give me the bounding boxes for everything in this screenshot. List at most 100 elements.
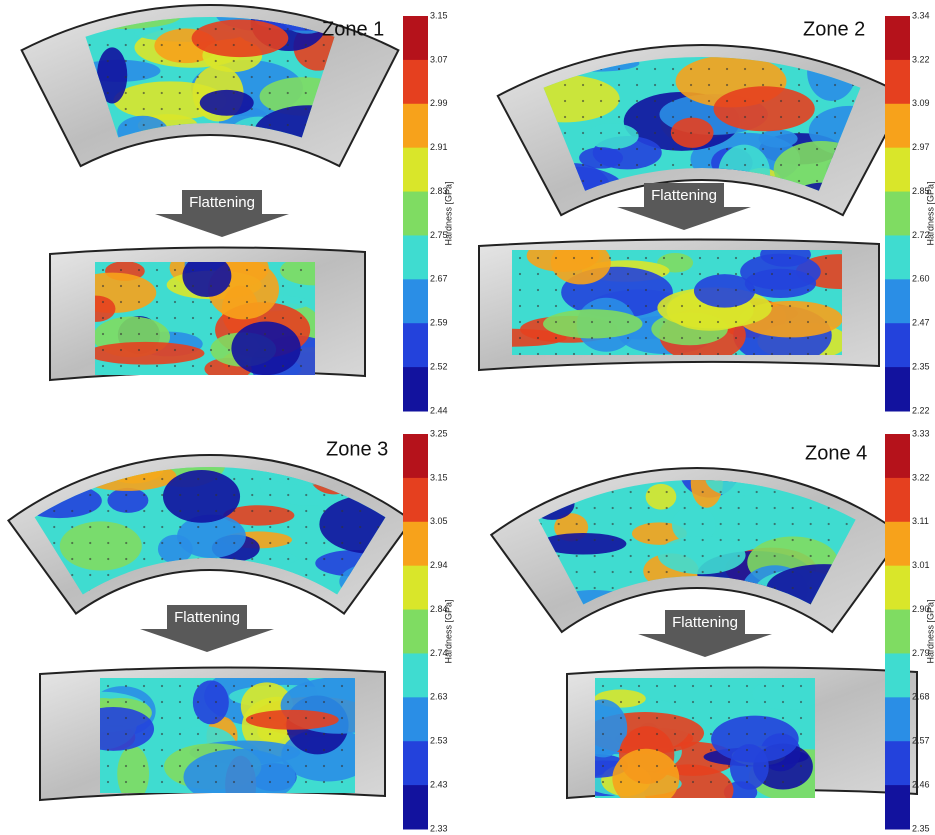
indent-dot xyxy=(692,765,694,767)
indent-dot xyxy=(251,717,253,719)
indent-dot xyxy=(341,701,343,703)
indent-dot xyxy=(663,289,665,291)
indent-dot xyxy=(702,491,704,493)
indent-dot xyxy=(359,510,361,512)
indent-dot xyxy=(323,701,325,703)
indent-dot xyxy=(107,542,109,544)
indent-dot xyxy=(702,539,704,541)
map-region xyxy=(87,342,205,365)
indent-dot xyxy=(197,574,199,576)
indent-dot xyxy=(774,491,776,493)
indent-dot xyxy=(305,733,307,735)
indent-dot xyxy=(143,749,145,751)
indent-dot xyxy=(323,765,325,767)
indent-dot xyxy=(156,285,158,287)
indent-dot xyxy=(726,196,728,198)
indent-dot xyxy=(582,52,584,54)
indent-dot xyxy=(107,526,109,528)
indent-dot xyxy=(215,60,217,62)
indent-dot xyxy=(746,781,748,783)
indent-dot xyxy=(125,28,127,30)
indent-dot xyxy=(656,781,658,783)
indent-dot xyxy=(764,717,766,719)
indent-dot xyxy=(210,269,212,271)
indent-dot xyxy=(305,494,307,496)
indent-dot xyxy=(774,539,776,541)
colorbar-tick-label: 3.05 xyxy=(430,516,448,526)
indent-dot xyxy=(537,289,539,291)
map-region xyxy=(163,470,240,523)
indent-dot xyxy=(215,76,217,78)
indent-dot xyxy=(192,269,194,271)
zone-panel: FlatteningZone 43.333.223.113.012.902.79… xyxy=(491,428,935,833)
indent-dot xyxy=(305,781,307,783)
colorbar-tick-label: 3.34 xyxy=(912,10,930,20)
indent-dot xyxy=(690,100,692,102)
indent-dot xyxy=(161,733,163,735)
indent-dot xyxy=(681,257,683,259)
indent-dot xyxy=(197,108,199,110)
indent-dot xyxy=(215,765,217,767)
indent-dot xyxy=(143,92,145,94)
indent-dot xyxy=(555,337,557,339)
indent-dot xyxy=(287,765,289,767)
indent-dot xyxy=(143,765,145,767)
indent-dot xyxy=(612,571,614,573)
indent-dot xyxy=(323,717,325,719)
indent-dot xyxy=(735,289,737,291)
indent-dot xyxy=(602,749,604,751)
indent-dot xyxy=(663,257,665,259)
indent-dot xyxy=(341,717,343,719)
indent-dot xyxy=(645,257,647,259)
indent-dot xyxy=(630,603,632,605)
indent-dot xyxy=(816,84,818,86)
indent-dot xyxy=(654,84,656,86)
indent-dot xyxy=(555,353,557,355)
indent-dot xyxy=(161,558,163,560)
indent-dot xyxy=(798,84,800,86)
colorbar-band xyxy=(885,323,910,367)
indent-dot xyxy=(710,765,712,767)
colorbar-band xyxy=(403,16,428,60)
indent-dot xyxy=(120,349,122,351)
indent-dot xyxy=(192,365,194,367)
indent-dot xyxy=(246,349,248,351)
indent-dot xyxy=(282,365,284,367)
indent-dot xyxy=(161,749,163,751)
indent-dot xyxy=(107,781,109,783)
indent-dot xyxy=(179,76,181,78)
indent-dot xyxy=(197,28,199,30)
map-region xyxy=(646,484,677,510)
indent-dot xyxy=(645,337,647,339)
arrow-label: Flattening xyxy=(189,194,255,211)
colorbar-tick-label: 2.99 xyxy=(430,98,448,108)
indent-dot xyxy=(852,68,854,70)
indent-dot xyxy=(789,337,791,339)
indent-dot xyxy=(210,333,212,335)
indent-dot xyxy=(648,507,650,509)
indent-dot xyxy=(620,765,622,767)
indent-dot xyxy=(681,273,683,275)
hardness-map xyxy=(458,239,883,364)
indent-dot xyxy=(636,100,638,102)
indent-dot xyxy=(630,491,632,493)
indent-dot xyxy=(710,717,712,719)
indent-dot xyxy=(674,765,676,767)
indent-dot xyxy=(192,333,194,335)
indent-dot xyxy=(666,571,668,573)
indent-dot xyxy=(161,140,163,142)
indent-dot xyxy=(215,44,217,46)
indent-dot xyxy=(89,12,91,14)
indent-dot xyxy=(609,257,611,259)
indent-dot xyxy=(246,365,248,367)
indent-dot xyxy=(717,305,719,307)
colorbar-tick-label: 3.25 xyxy=(430,428,448,438)
indent-dot xyxy=(771,289,773,291)
indent-dot xyxy=(143,124,145,126)
indent-dot xyxy=(612,507,614,509)
map-region xyxy=(183,749,295,805)
indent-dot xyxy=(630,555,632,557)
indent-dot xyxy=(89,542,91,544)
indent-dot xyxy=(810,523,812,525)
indent-dot xyxy=(102,317,104,319)
